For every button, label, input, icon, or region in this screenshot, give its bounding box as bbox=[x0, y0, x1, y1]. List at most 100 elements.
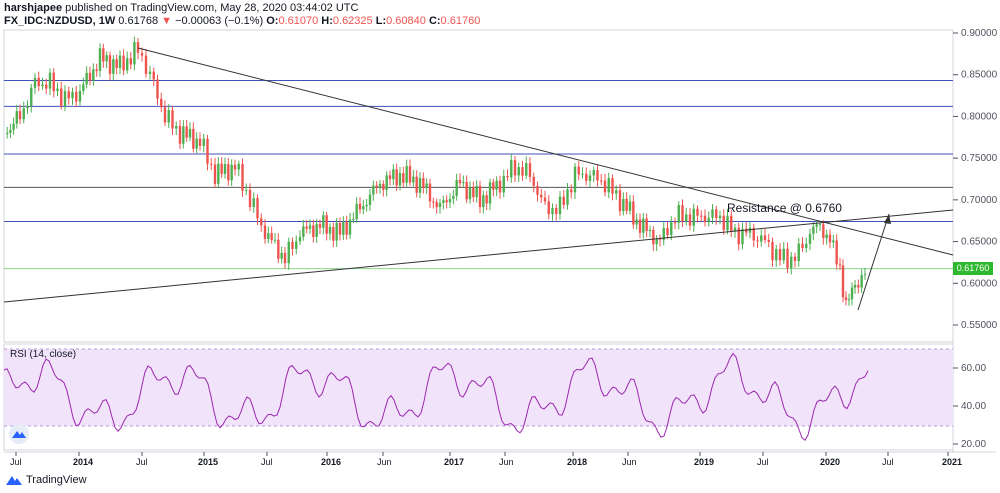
candle-body bbox=[273, 239, 277, 241]
candle-body bbox=[818, 224, 822, 226]
candle-body bbox=[685, 214, 688, 222]
candle-body bbox=[9, 129, 12, 133]
candle-body bbox=[422, 178, 425, 188]
candle-body bbox=[622, 198, 625, 212]
candle-body bbox=[385, 175, 388, 190]
candle-body bbox=[237, 163, 240, 170]
candle-body bbox=[348, 219, 352, 235]
candle-body bbox=[102, 48, 105, 62]
candle-body bbox=[105, 55, 108, 62]
candle-body bbox=[677, 205, 680, 223]
candle-body bbox=[752, 227, 755, 241]
brand-name[interactable]: TradingView bbox=[26, 474, 87, 486]
price-tick-label: 0.65000 bbox=[961, 237, 998, 248]
trendlines[interactable] bbox=[3, 47, 954, 311]
open-label: O: bbox=[266, 15, 279, 27]
candle-body bbox=[260, 218, 263, 226]
candle-body bbox=[52, 72, 55, 92]
time-tick-label: Jul bbox=[882, 457, 894, 467]
candle-body bbox=[455, 179, 458, 196]
candle-body bbox=[652, 229, 655, 245]
candle-body bbox=[428, 183, 432, 202]
candle-body bbox=[857, 284, 860, 288]
candle-body bbox=[230, 164, 233, 181]
candle-body bbox=[63, 91, 67, 107]
candle-body bbox=[305, 226, 308, 229]
candle-body bbox=[133, 42, 136, 65]
candle-body bbox=[655, 238, 658, 245]
author-name[interactable]: harshjapee bbox=[4, 2, 63, 14]
candle-body bbox=[283, 252, 287, 264]
low-label: L: bbox=[375, 15, 387, 27]
candle-body bbox=[435, 201, 438, 208]
candle-body bbox=[56, 88, 59, 92]
candle-body bbox=[658, 238, 662, 240]
candle-body bbox=[588, 175, 592, 181]
candle-body bbox=[452, 195, 455, 199]
price-tick-label: 0.55000 bbox=[961, 320, 998, 331]
candle-body bbox=[195, 138, 198, 149]
candle-body bbox=[786, 248, 789, 269]
candle-body bbox=[707, 217, 710, 223]
candle-body bbox=[33, 77, 37, 88]
time-tick-label: 2018 bbox=[567, 457, 587, 467]
candle-body bbox=[223, 164, 227, 174]
candle-body bbox=[217, 163, 220, 184]
candle-body bbox=[398, 173, 402, 186]
candle-body bbox=[551, 207, 554, 215]
candle-body bbox=[835, 240, 838, 265]
time-tick-label: Jun bbox=[622, 457, 637, 467]
resistance-annotation[interactable]: Resistance @ 0.6760 bbox=[727, 201, 842, 215]
horizontal-levels[interactable] bbox=[4, 80, 953, 270]
candle-body bbox=[30, 87, 33, 106]
candle-body bbox=[748, 227, 752, 233]
rsi-legend[interactable]: RSI (14, close) bbox=[10, 349, 77, 360]
candle-body bbox=[345, 222, 348, 235]
candle-body bbox=[498, 180, 502, 193]
candle-body bbox=[666, 227, 669, 236]
candle-body bbox=[156, 79, 159, 99]
candle-body bbox=[815, 224, 818, 227]
candle-body bbox=[618, 190, 622, 212]
candle-body bbox=[711, 209, 714, 218]
candle-body bbox=[118, 55, 122, 69]
candle-body bbox=[737, 227, 740, 245]
candle-body bbox=[368, 194, 372, 205]
candle-body bbox=[863, 274, 867, 276]
candle-body bbox=[801, 243, 804, 249]
candle-body bbox=[615, 190, 618, 194]
candle-body bbox=[625, 198, 628, 211]
price-tick-label: 0.90000 bbox=[961, 28, 998, 39]
candle-body bbox=[832, 240, 835, 243]
candle-body bbox=[71, 91, 74, 99]
tradingview-logo-icon bbox=[6, 476, 22, 485]
candle-body bbox=[528, 163, 532, 177]
descending-trendline[interactable] bbox=[137, 47, 954, 256]
time-tick-label: 2015 bbox=[198, 457, 218, 467]
time-tick-label: 2016 bbox=[321, 457, 341, 467]
last-price: 0.61768 bbox=[118, 15, 159, 27]
candle-body bbox=[558, 196, 562, 214]
candle-body bbox=[488, 182, 492, 204]
candle-body bbox=[322, 215, 325, 228]
candle-body bbox=[600, 180, 603, 182]
tradingview-badge-icon[interactable] bbox=[9, 424, 29, 444]
candle-body bbox=[140, 52, 144, 56]
candle-body bbox=[825, 234, 828, 239]
candle-body bbox=[318, 224, 322, 228]
candle-body bbox=[468, 187, 472, 200]
ascending-trendline[interactable] bbox=[3, 209, 954, 303]
candle-body bbox=[688, 214, 692, 226]
arrow-head-icon bbox=[884, 214, 891, 224]
candle-body bbox=[115, 59, 118, 69]
candle-body bbox=[167, 110, 170, 123]
candle-body bbox=[108, 55, 112, 74]
time-tick-label: 2021 bbox=[942, 457, 962, 467]
projection-arrow[interactable] bbox=[857, 213, 890, 311]
symbol-name[interactable]: FX_IDC:NZDUSD, 1W bbox=[4, 15, 116, 27]
time-tick-label: 2020 bbox=[820, 457, 840, 467]
candle-body bbox=[485, 195, 488, 204]
candle-body bbox=[298, 236, 302, 242]
candle-body bbox=[603, 180, 607, 193]
